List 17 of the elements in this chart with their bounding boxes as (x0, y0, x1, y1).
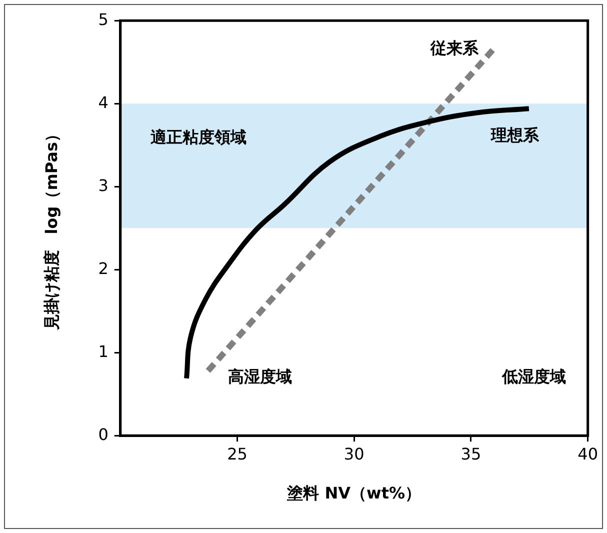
y-tick-label: 1 (98, 342, 108, 361)
x-tick-label: 30 (344, 444, 364, 464)
x-tick-label: 40 (578, 444, 598, 464)
y-tick-label: 4 (98, 92, 108, 112)
x-tick-label: 35 (460, 444, 482, 464)
series-label: 理想系 (490, 126, 540, 145)
y-tick-label: 2 (98, 258, 108, 278)
x-axis-title: 塗料 NV（wt%） (286, 484, 422, 503)
annotation: 低湿度域 (500, 366, 566, 386)
series-label: 従来系 (430, 38, 480, 58)
band-label: 適正粘度領域 (149, 128, 246, 147)
y-tick-label: 0 (98, 424, 108, 444)
annotation: 高湿度域 (228, 366, 292, 386)
y-tick-label: 5 (98, 10, 108, 29)
y-axis-title: 見掛け粘度 log（mPas） (42, 126, 61, 332)
y-tick-label: 3 (98, 176, 108, 195)
x-tick-label: 25 (227, 444, 248, 464)
